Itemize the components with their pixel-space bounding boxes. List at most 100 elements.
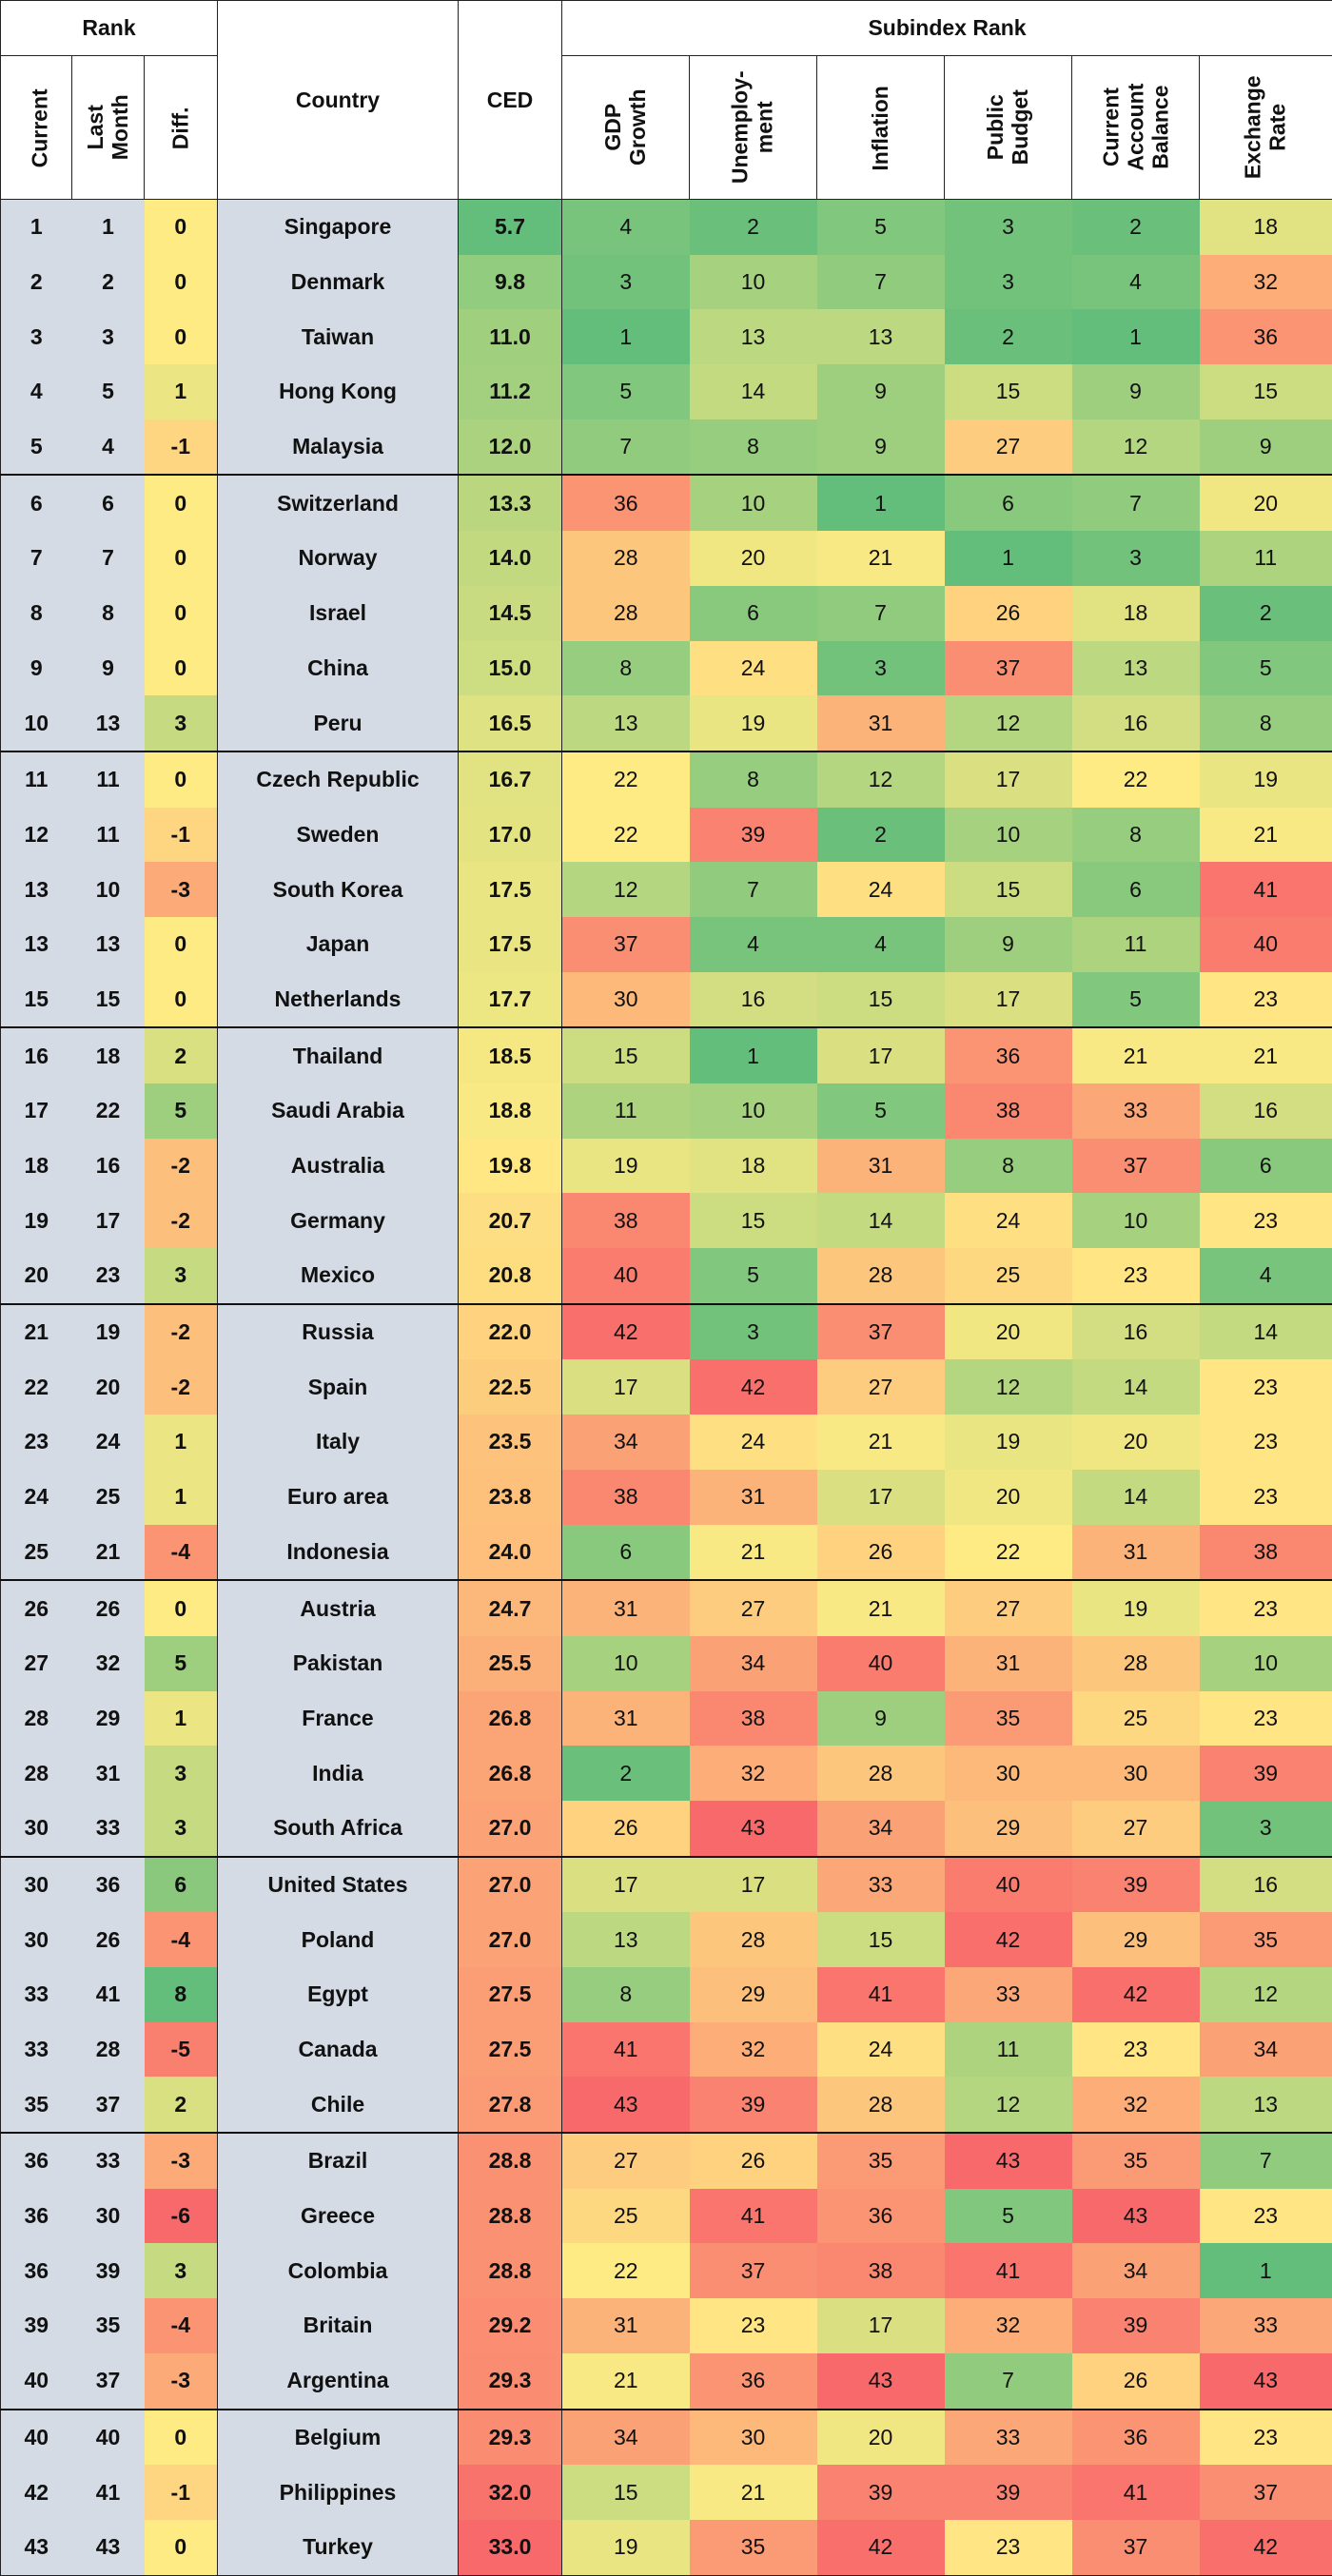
public-budget-cell: 27 <box>945 1580 1072 1636</box>
current-account-cell: 34 <box>1072 2243 1200 2298</box>
diff-cell: 2 <box>145 2077 218 2133</box>
gdp-growth-cell: 41 <box>562 2022 690 2078</box>
inflation-cell: 13 <box>817 309 945 364</box>
country-cell: Philippines <box>218 2465 459 2520</box>
ced-cell: 24.7 <box>459 1580 562 1636</box>
exchange-rate-cell: 4 <box>1200 1248 1332 1304</box>
inflation-cell: 41 <box>817 1967 945 2022</box>
last-month-rank-cell: 26 <box>72 1580 145 1636</box>
current-rank-cell: 25 <box>1 1525 72 1581</box>
exchange-rate-cell: 6 <box>1200 1139 1332 1194</box>
country-cell: Britain <box>218 2298 459 2353</box>
ced-cell: 16.7 <box>459 751 562 808</box>
current-account-cell: 20 <box>1072 1415 1200 1470</box>
last-month-rank-cell: 19 <box>72 1304 145 1360</box>
diff-cell: -2 <box>145 1193 218 1248</box>
unemployment-cell: 31 <box>690 1470 817 1525</box>
public-budget-cell: 1 <box>945 531 1072 586</box>
current-account-cell: 14 <box>1072 1470 1200 1525</box>
current-rank-cell: 24 <box>1 1470 72 1525</box>
unemployment-cell: 39 <box>690 808 817 863</box>
country-cell: Canada <box>218 2022 459 2078</box>
diff-header: Diff. <box>145 56 218 200</box>
diff-cell: -4 <box>145 1912 218 1967</box>
exchange-rate-cell: 23 <box>1200 1580 1332 1636</box>
diff-cell: 2 <box>145 1027 218 1083</box>
diff-cell: -1 <box>145 420 218 476</box>
country-cell: Czech Republic <box>218 751 459 808</box>
last-month-rank-cell: 35 <box>72 2298 145 2353</box>
last-month-rank-cell: 18 <box>72 1027 145 1083</box>
exchange-rate-cell: 23 <box>1200 1359 1332 1415</box>
last-month-rank-cell: 37 <box>72 2077 145 2133</box>
ced-cell: 17.7 <box>459 972 562 1028</box>
inflation-cell: 15 <box>817 972 945 1028</box>
public-budget-cell: 38 <box>945 1083 1072 1139</box>
ced-cell: 16.5 <box>459 695 562 751</box>
last-month-rank-cell: 39 <box>72 2243 145 2298</box>
exchange-rate-cell: 41 <box>1200 862 1332 917</box>
public-budget-cell: 36 <box>945 1027 1072 1083</box>
diff-cell: 3 <box>145 1801 218 1857</box>
diff-cell: 0 <box>145 255 218 310</box>
current-rank-cell: 40 <box>1 2410 72 2466</box>
ced-cell: 28.8 <box>459 2243 562 2298</box>
diff-cell: 1 <box>145 364 218 420</box>
inflation-cell: 1 <box>817 475 945 531</box>
exchange-rate-cell: 43 <box>1200 2353 1332 2410</box>
last-month-rank-cell: 6 <box>72 475 145 531</box>
country-cell: Egypt <box>218 1967 459 2022</box>
diff-cell: 0 <box>145 200 218 255</box>
ced-cell: 20.7 <box>459 1193 562 1248</box>
inflation-cell: 7 <box>817 255 945 310</box>
country-cell: Thailand <box>218 1027 459 1083</box>
current-rank-cell: 4 <box>1 364 72 420</box>
unemployment-cell: 5 <box>690 1248 817 1304</box>
ced-cell: 27.5 <box>459 1967 562 2022</box>
gdp-growth-cell: 43 <box>562 2077 690 2133</box>
current-account-cell: 36 <box>1072 2410 1200 2466</box>
last-month-rank-cell: 9 <box>72 641 145 696</box>
gdp-growth-header: GDP Growth <box>562 56 690 200</box>
unemployment-cell: 18 <box>690 1139 817 1194</box>
current-rank-cell: 28 <box>1 1746 72 1801</box>
country-cell: Argentina <box>218 2353 459 2410</box>
inflation-cell: 40 <box>817 1636 945 1691</box>
country-cell: Australia <box>218 1139 459 1194</box>
diff-cell: 0 <box>145 972 218 1028</box>
country-cell: Pakistan <box>218 1636 459 1691</box>
unemployment-cell: 41 <box>690 2189 817 2244</box>
last-month-rank-cell: 11 <box>72 808 145 863</box>
unemployment-cell: 20 <box>690 531 817 586</box>
inflation-cell: 24 <box>817 2022 945 2078</box>
unemployment-cell: 24 <box>690 1415 817 1470</box>
unemployment-cell: 37 <box>690 2243 817 2298</box>
current-account-cell: 18 <box>1072 586 1200 641</box>
current-rank-cell: 11 <box>1 751 72 808</box>
inflation-cell: 20 <box>817 2410 945 2466</box>
public-budget-cell: 6 <box>945 475 1072 531</box>
diff-cell: 5 <box>145 1636 218 1691</box>
current-rank-cell: 36 <box>1 2189 72 2244</box>
inflation-cell: 5 <box>817 200 945 255</box>
unemployment-cell: 32 <box>690 1746 817 1801</box>
country-cell: Saudi Arabia <box>218 1083 459 1139</box>
gdp-growth-cell: 15 <box>562 1027 690 1083</box>
country-cell: Malaysia <box>218 420 459 476</box>
current-rank-cell: 5 <box>1 420 72 476</box>
exchange-rate-cell: 23 <box>1200 1415 1332 1470</box>
unemployment-cell: 3 <box>690 1304 817 1360</box>
exchange-rate-cell: 21 <box>1200 808 1332 863</box>
current-account-cell: 19 <box>1072 1580 1200 1636</box>
current-account-header: Current Account Balance <box>1072 56 1200 200</box>
public-budget-cell: 37 <box>945 641 1072 696</box>
current-account-cell: 1 <box>1072 309 1200 364</box>
